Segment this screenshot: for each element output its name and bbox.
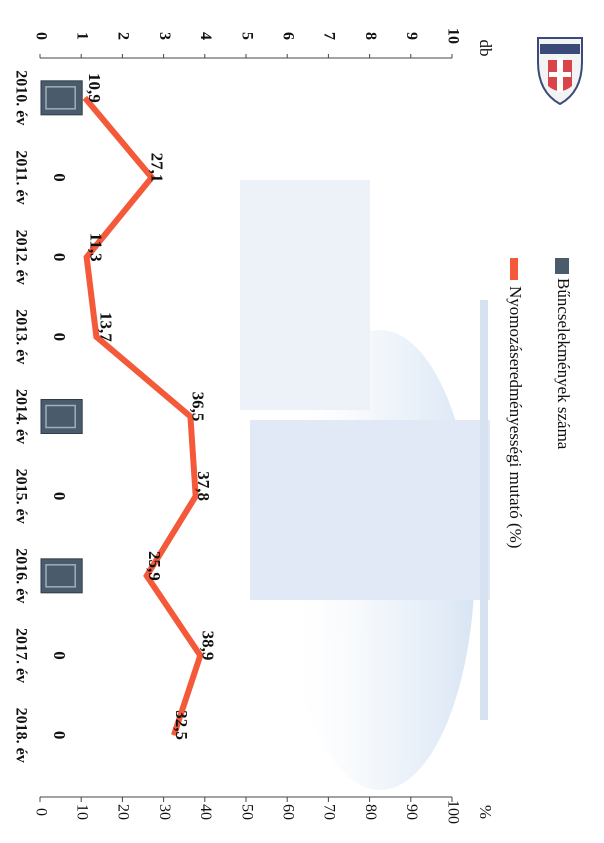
line-value-label: 10,9	[85, 73, 104, 103]
left-axis-tick-label: 5	[238, 32, 255, 40]
bar-pattern	[45, 564, 76, 588]
legend-swatch-line	[510, 258, 518, 280]
bar-value-label: 0	[50, 731, 69, 740]
line-point	[84, 97, 86, 99]
right-axis-tick-label: 50	[238, 804, 255, 820]
line-series-path	[82, 95, 204, 737]
bar-pattern	[45, 86, 76, 110]
right-axis-tick-label: 30	[156, 804, 173, 820]
left-axis-tick-label: 3	[156, 32, 173, 40]
category-label: 2017. év	[12, 628, 29, 683]
right-axis-tick-label: 100	[444, 800, 461, 824]
left-axis-tick-label: 8	[362, 32, 379, 40]
legend-swatch-bar	[555, 258, 569, 274]
line-point	[199, 655, 201, 656]
category-label: 2015. év	[12, 469, 29, 524]
left-axis-tick-label: 1	[74, 32, 91, 40]
right-axis-tick-label: 40	[197, 804, 214, 820]
line-value-label: 13,7	[97, 312, 116, 342]
left-axis-tick-label: 7	[321, 32, 338, 40]
right-axis-tick-label: 60	[280, 804, 297, 820]
category-label: 2012. év	[12, 230, 29, 285]
right-axis-tick-label: 80	[362, 804, 379, 820]
line-point	[151, 177, 153, 178]
line-value-label: 25,9	[145, 551, 164, 581]
right-axis-tick-label: 90	[403, 804, 420, 820]
right-axis-tick-label: 0	[32, 808, 49, 816]
left-axis-tick-label: 0	[32, 32, 49, 40]
category-label: 2011. év	[12, 150, 29, 204]
line-point	[195, 495, 197, 497]
line-value-label: 27,1	[148, 153, 167, 183]
background-watermark	[240, 180, 490, 790]
bar-value-label: 0	[50, 173, 69, 182]
category-label: 2010. év	[12, 70, 29, 125]
legend-label-bar: Bűncselekmények száma	[554, 278, 573, 450]
line-value-label: 38,9	[198, 631, 217, 661]
left-axis-tick-label: 9	[403, 32, 420, 40]
left-axis-tick-label: 10	[444, 28, 461, 44]
bar	[40, 399, 83, 434]
bar-value-label: 0	[50, 333, 69, 342]
bar-value-label: 0	[50, 492, 69, 501]
right-axis-unit-label: %	[476, 805, 495, 819]
bar	[40, 558, 83, 594]
left-axis-tick-label: 2	[115, 32, 132, 40]
category-label: 2014. év	[12, 389, 29, 444]
line-point	[95, 336, 97, 338]
category-label: 2018. év	[12, 708, 29, 763]
right-axis-tick-label: 20	[115, 804, 132, 820]
line-value-label: 32,5	[172, 710, 191, 740]
bar-value-label: 0	[50, 651, 69, 660]
right-axis-tick-label: 70	[321, 804, 338, 820]
line-value-label: 11,3	[87, 233, 106, 262]
bar-pattern	[45, 404, 76, 429]
bar-value-label: 0	[50, 253, 69, 262]
line-point	[86, 256, 88, 258]
left-axis-tick-label: 6	[280, 32, 297, 40]
line-point	[173, 734, 175, 736]
left-axis-unit-label: db	[476, 40, 495, 57]
right-axis-tick-label: 10	[74, 804, 91, 820]
line-value-label: 36,5	[188, 392, 207, 422]
left-axis-tick-label: 4	[197, 32, 214, 40]
line-point	[189, 416, 191, 417]
coat-of-arms-logo	[537, 37, 583, 106]
bar	[40, 80, 83, 116]
category-label: 2016. év	[12, 548, 29, 603]
line-value-label: 37,8	[194, 471, 213, 501]
line-point	[146, 575, 148, 577]
legend-label-line: Nyomozáseredményességi mutató (%)	[506, 286, 525, 548]
category-label: 2013. év	[12, 309, 29, 364]
